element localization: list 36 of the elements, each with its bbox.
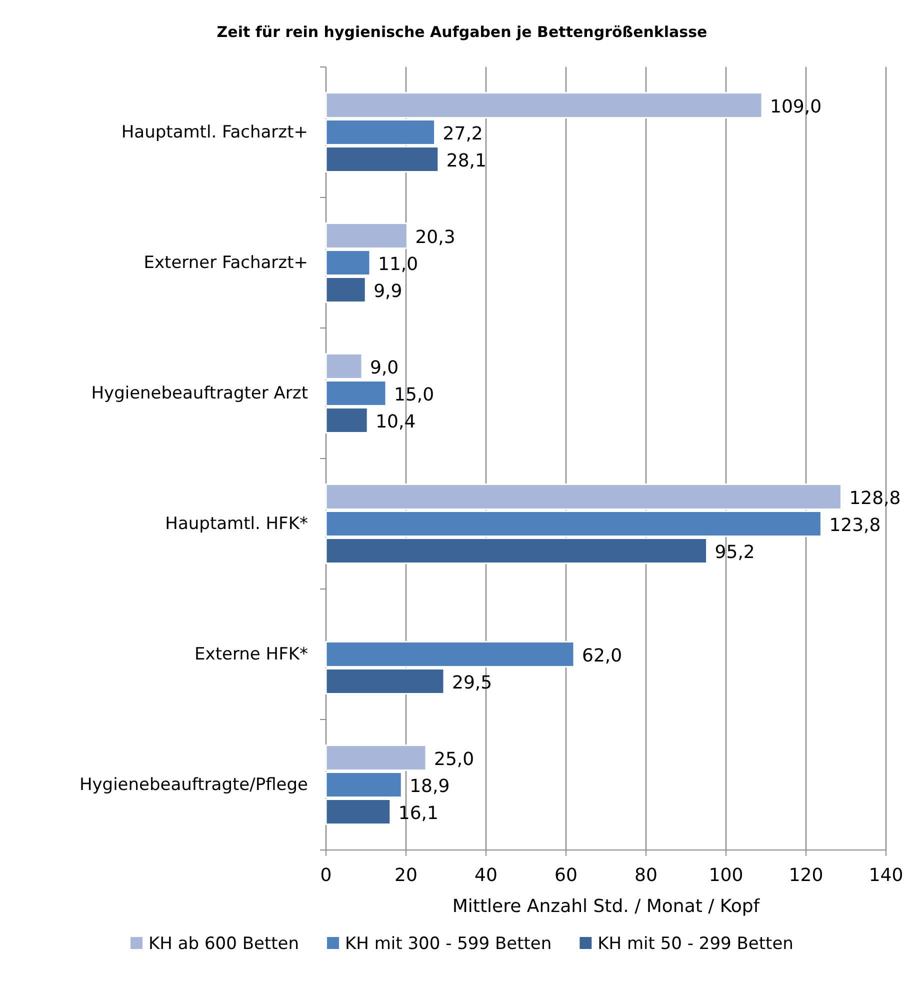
data-label: 16,1	[398, 802, 438, 824]
data-label: 109,0	[770, 96, 822, 118]
x-tick-label: 140	[868, 864, 904, 886]
legend-label: KH mit 300 - 599 Betten	[345, 934, 552, 954]
data-label: 29,5	[452, 672, 492, 694]
data-label: 27,2	[442, 123, 483, 144]
data-label: 62,0	[582, 645, 622, 666]
legend-label: KH mit 50 - 299 Betten	[598, 934, 794, 954]
y-tick-label: Hygienebeauftragter Arzt	[91, 384, 308, 404]
y-tick-label: Hygienebeauftragte/Pflege	[79, 775, 308, 796]
data-label: 95,2	[714, 542, 755, 563]
data-label: 28,1	[446, 150, 486, 172]
chart-title: Zeit für rein hygienische Aufgaben je Bettengrößenklasse	[216, 23, 708, 41]
y-tick-label: Hauptamtl. HFK*	[165, 514, 308, 534]
data-label: 25,0	[434, 748, 474, 770]
x-tick-label: 40	[474, 864, 498, 886]
x-tick-label: 60	[554, 864, 578, 886]
y-tick-label: Hauptamtl. Facharzt+	[121, 122, 308, 143]
x-tick-label: 120	[788, 864, 824, 886]
data-label: 20,3	[415, 226, 456, 248]
data-label: 9,9	[374, 280, 402, 302]
data-label: 18,9	[410, 776, 450, 797]
x-tick-label: 100	[708, 864, 744, 886]
x-tick-label: 80	[634, 864, 658, 886]
x-tick-label: 20	[394, 864, 418, 886]
data-label: 10,4	[376, 411, 416, 432]
y-tick-label: Externer Facharzt+	[144, 253, 308, 274]
data-label: 11,0	[378, 254, 418, 275]
data-label: 128,8	[849, 488, 901, 509]
data-label: 9,0	[370, 357, 399, 378]
x-tick-label: 0	[320, 864, 332, 886]
x-axis-title: Mittlere Anzahl Std. / Monat / Kopf	[452, 896, 760, 917]
data-label: 123,8	[829, 514, 881, 536]
data-label: 15,0	[394, 384, 434, 406]
legend-label: KH ab 600 Betten	[148, 934, 300, 954]
y-tick-label: Externe HFK*	[194, 644, 308, 665]
